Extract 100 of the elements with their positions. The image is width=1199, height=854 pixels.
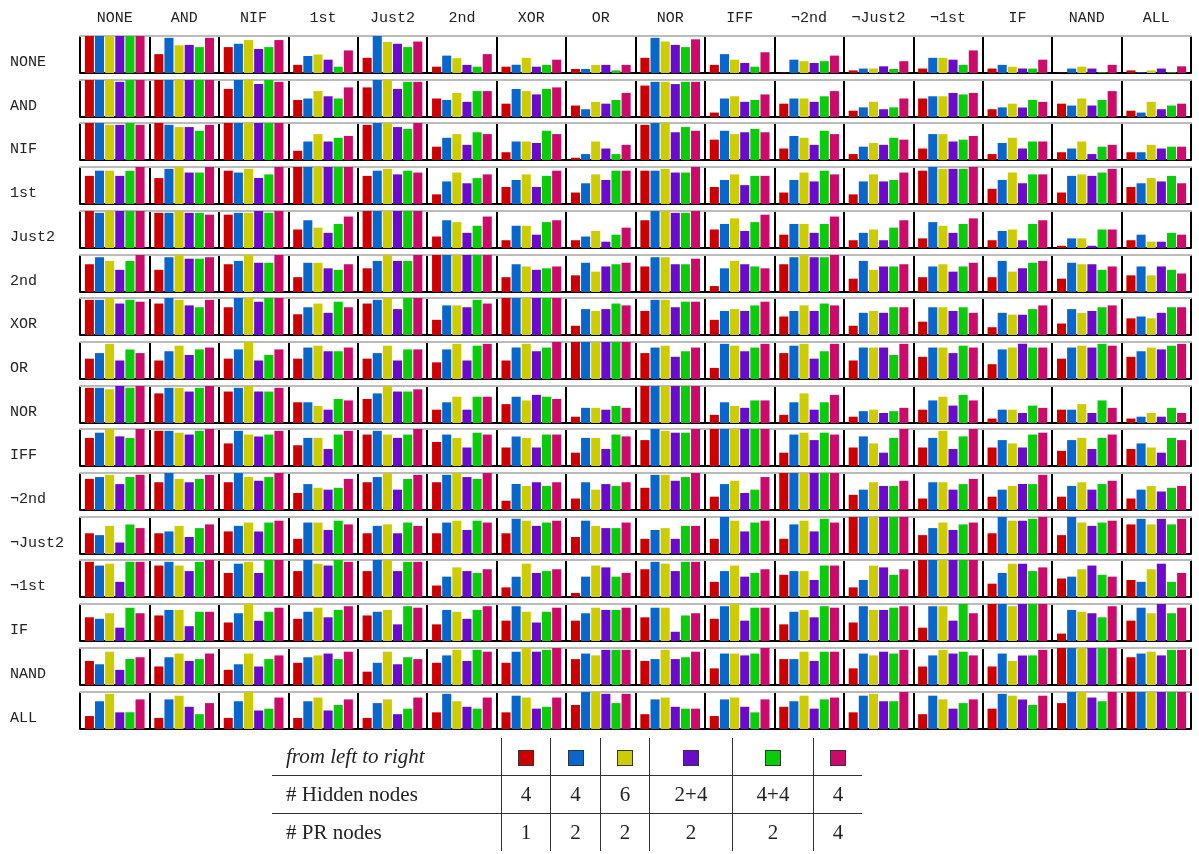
bar [1126,418,1136,423]
bar [948,529,958,554]
x-tick-label: AND [170,10,198,27]
bar [750,429,760,467]
bar [779,658,789,685]
text: 2+4 [649,775,733,814]
bar [432,482,442,510]
bar [809,440,819,467]
bar [372,36,382,73]
bar [1136,265,1146,292]
bar [570,341,580,379]
bar [691,708,701,729]
bar [403,657,413,685]
x-tick-label: Just2 [369,10,415,27]
bar [789,473,799,510]
bar [125,210,135,248]
bar [323,409,333,423]
bar [1038,59,1048,73]
bar [968,400,978,423]
bar [531,708,541,729]
bar [740,577,750,598]
bar [1067,238,1077,248]
bar [1136,489,1146,510]
bar [829,651,839,685]
bar [393,438,403,467]
bar [264,434,274,467]
text: # PR nodes [272,813,502,851]
bar [531,187,541,205]
bar [968,262,978,292]
bar [403,708,413,729]
bar [760,301,770,336]
bar [372,525,382,554]
bar [372,352,382,379]
bar [789,180,799,205]
bar [760,52,770,73]
bar [1007,520,1017,554]
bar [1126,110,1136,117]
bar [730,309,740,336]
bar [848,587,858,598]
bar [621,64,631,73]
bar [601,265,611,292]
bar [1177,649,1187,685]
bar [918,276,928,292]
bar [382,610,392,642]
bar [730,95,740,117]
bar [750,66,760,73]
bar [313,167,323,205]
bar [323,59,333,73]
bar [244,385,254,423]
bar [968,218,978,248]
bar [372,79,382,117]
text: 4 [813,775,862,814]
bar [244,168,254,205]
bar [1087,311,1097,336]
bar [760,175,770,205]
text: 4+4 [732,775,814,814]
bar [432,711,442,729]
bar [323,95,333,117]
bar [382,524,392,554]
bar [928,438,938,467]
bar [542,485,552,510]
bar [948,141,958,161]
bar [154,392,164,423]
bar [760,607,770,642]
text: 2 [550,813,601,851]
bar [472,610,482,642]
bar [84,478,94,510]
bar [1077,403,1087,423]
bar [432,585,442,598]
bar [462,101,472,117]
bar [670,631,680,642]
bar [879,452,889,467]
bar [1177,307,1187,336]
bar [730,345,740,379]
bar [531,622,541,642]
bar [442,474,452,510]
bar [521,438,531,467]
bar [968,522,978,554]
bar [382,560,392,598]
bar [1028,262,1038,292]
bar [719,311,729,336]
bar [264,708,274,729]
bar [254,178,264,205]
bar [303,484,313,510]
bar [1056,578,1067,598]
bar [928,482,938,510]
bar [1097,400,1107,423]
bar [779,706,789,729]
bar [987,364,997,379]
bar [115,436,125,467]
x-tick-label: NOR [656,10,684,27]
bar [848,360,858,379]
bar [1146,145,1156,161]
bar [889,307,899,336]
bar [244,254,254,292]
bar [343,431,353,467]
bar [452,700,462,729]
bar [570,192,580,205]
bar [1017,68,1027,73]
bar [1126,356,1136,379]
